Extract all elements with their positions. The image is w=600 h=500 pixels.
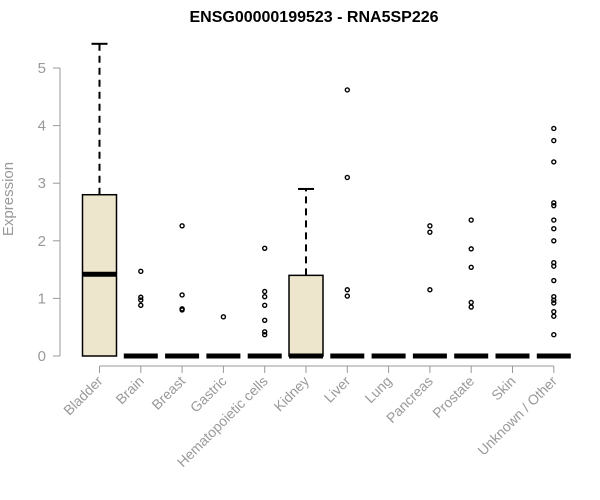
outlier-point	[468, 246, 474, 252]
outlier-point	[551, 200, 557, 206]
outlier-point	[138, 302, 144, 309]
outlier-point	[220, 314, 227, 320]
outlier-point	[138, 294, 144, 300]
y-tick-label: 4	[38, 118, 46, 135]
outlier-point	[468, 304, 474, 310]
outlier-point	[551, 297, 557, 303]
outlier-point	[551, 263, 557, 269]
outlier-point	[262, 293, 268, 300]
x-tick-label: Liver	[321, 373, 354, 406]
outlier-point	[551, 125, 557, 132]
outlier-point	[179, 223, 185, 229]
outlier-point	[262, 302, 268, 309]
y-tick-label: 2	[38, 233, 46, 250]
x-tick-label: Skin	[488, 373, 519, 404]
outlier-point	[179, 292, 185, 298]
outlier-point	[344, 287, 350, 293]
outlier-point	[551, 300, 557, 306]
y-tick-label: 0	[38, 348, 46, 365]
x-tick-label: Bladder	[60, 373, 106, 419]
outlier-point	[551, 313, 557, 319]
outlier-point	[344, 293, 350, 299]
outlier-point	[468, 264, 474, 270]
outlier-point	[138, 268, 144, 275]
outlier-point	[551, 277, 557, 284]
outlier-point	[551, 159, 557, 165]
x-tick-label: Prostate	[429, 373, 477, 421]
outlier-point	[262, 331, 268, 338]
outlier-point	[551, 226, 557, 232]
y-tick-label: 1	[38, 290, 46, 307]
box-5	[288, 274, 324, 357]
outlier-point	[262, 245, 268, 251]
outlier-point	[468, 299, 474, 306]
outlier-point	[262, 329, 268, 335]
outlier-point	[551, 331, 557, 338]
outlier-point	[551, 137, 557, 144]
outlier-point	[551, 202, 557, 209]
outlier-point	[468, 217, 474, 223]
outlier-point	[551, 308, 557, 315]
outlier-point	[551, 238, 557, 244]
chart-title: ENSG00000199523 - RNA5SP226	[189, 9, 438, 26]
outlier-point	[344, 174, 350, 181]
x-tick-label: Kidney	[271, 373, 313, 415]
outlier-point	[344, 87, 350, 93]
x-tick-label: Brain	[112, 373, 146, 407]
outlier-point	[427, 287, 433, 293]
x-tick-label: Lung	[361, 373, 394, 406]
y-tick-label: 5	[38, 60, 46, 77]
x-tick-label: Breast	[148, 373, 188, 413]
outlier-point	[551, 217, 557, 223]
outlier-point	[427, 223, 433, 229]
y-axis-label: Expression	[0, 162, 17, 236]
outlier-point	[262, 317, 268, 323]
y-tick-label: 3	[38, 175, 46, 192]
outlier-point	[262, 288, 268, 295]
outlier-point	[427, 229, 433, 235]
outlier-point	[138, 297, 144, 303]
outlier-point	[179, 307, 185, 313]
